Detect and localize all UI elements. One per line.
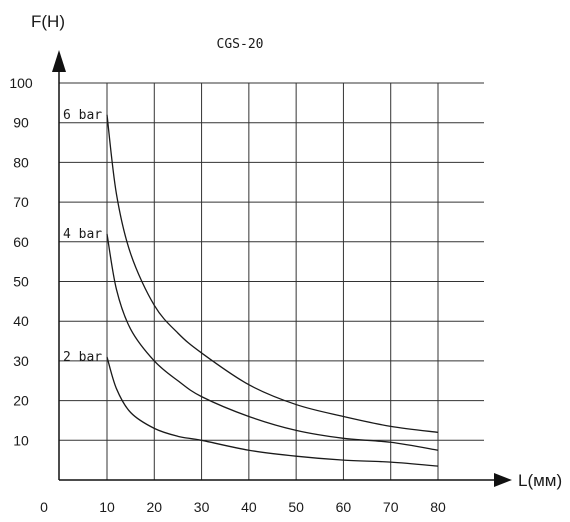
y-tick-label-20: 20 <box>13 393 29 409</box>
series-curve-2-bar <box>106 356 439 467</box>
series-labels: 6 bar 4 bar 2 bar <box>63 108 102 365</box>
y-axis-label: F(H) <box>31 12 65 31</box>
y-tick-label-80: 80 <box>13 154 29 170</box>
series-label-4-bar: 4 bar <box>63 227 102 242</box>
y-tick-label-10: 10 <box>13 432 29 448</box>
x-tick-label-60: 60 <box>336 499 352 515</box>
chart-title: CGS-20 <box>217 37 264 52</box>
y-tick-label-70: 70 <box>13 194 29 210</box>
grid <box>59 82 484 480</box>
y-tick-label-90: 90 <box>13 115 29 131</box>
tick-labels: 10 20 30 40 50 60 70 80 90 100 10 20 30 40 50 60 70 80 <box>9 75 446 515</box>
series-curve-6-bar <box>106 114 439 434</box>
x-tick-label-50: 50 <box>288 499 304 515</box>
y-tick-label-60: 60 <box>13 234 29 250</box>
x-tick-label-70: 70 <box>383 499 399 515</box>
series-label-2-bar: 2 bar <box>63 350 102 365</box>
y-axis-arrow-icon <box>52 50 66 72</box>
x-tick-label-30: 30 <box>194 499 210 515</box>
series-curve-4-bar <box>106 233 439 451</box>
x-axis-label: L(мм) <box>518 471 562 490</box>
y-tick-label-40: 40 <box>13 313 29 329</box>
y-tick-label-100: 100 <box>9 75 33 91</box>
y-tick-label-50: 50 <box>13 274 29 290</box>
x-tick-label-10: 10 <box>99 499 115 515</box>
x-axis-arrow-icon <box>494 473 512 487</box>
origin-label: 0 <box>40 499 48 515</box>
curves <box>106 114 439 467</box>
x-tick-label-80: 80 <box>430 499 446 515</box>
series-label-6-bar: 6 bar <box>63 108 102 123</box>
x-tick-label-20: 20 <box>146 499 162 515</box>
y-tick-label-30: 30 <box>13 353 29 369</box>
x-tick-label-40: 40 <box>241 499 257 515</box>
axes <box>52 50 512 487</box>
